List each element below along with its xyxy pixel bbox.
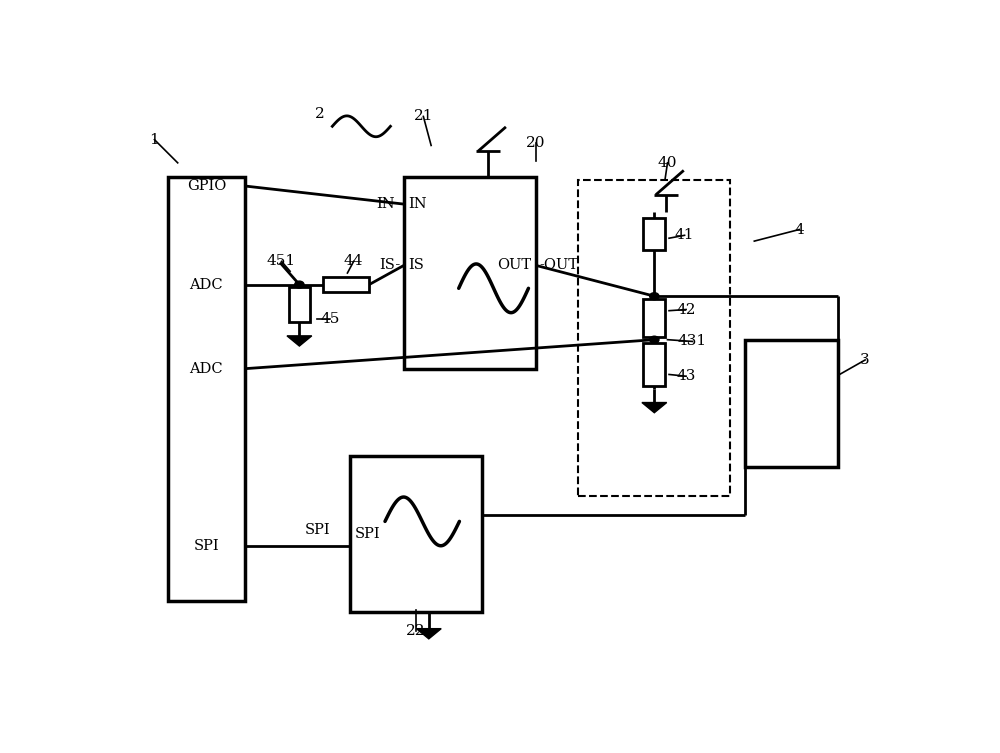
Circle shape (650, 336, 659, 343)
Text: 20: 20 (526, 136, 546, 150)
Bar (350, 456, 482, 612)
Text: IN-: IN- (377, 197, 400, 211)
Text: 2: 2 (315, 107, 325, 120)
Bar (643, 299, 665, 337)
Text: IN: IN (409, 197, 427, 211)
Text: ADC: ADC (190, 278, 223, 291)
Text: 22: 22 (406, 623, 425, 638)
Text: ADC: ADC (190, 361, 223, 376)
Bar (643, 218, 665, 250)
Text: 44: 44 (344, 255, 363, 268)
Circle shape (650, 293, 659, 300)
Bar (745, 340, 838, 467)
Polygon shape (642, 403, 667, 413)
Text: 45: 45 (321, 312, 340, 326)
Text: 41: 41 (675, 228, 694, 242)
Polygon shape (416, 629, 441, 639)
Text: 1: 1 (150, 133, 159, 147)
Bar (643, 343, 665, 386)
Text: 42: 42 (676, 303, 696, 316)
Bar (404, 178, 536, 369)
Text: -OUT: -OUT (540, 258, 579, 273)
Text: SPI: SPI (194, 538, 219, 553)
Text: 4: 4 (794, 223, 804, 236)
Circle shape (295, 281, 304, 288)
Text: 40: 40 (658, 156, 677, 170)
Text: SPI: SPI (354, 527, 380, 541)
Text: GPIO: GPIO (187, 179, 226, 193)
Polygon shape (287, 336, 312, 346)
Text: 43: 43 (676, 369, 696, 383)
Text: 3: 3 (860, 353, 870, 367)
Bar (289, 288, 310, 322)
Bar (323, 277, 369, 292)
Text: 21: 21 (414, 109, 433, 123)
Text: 431: 431 (678, 334, 707, 349)
Text: SPI: SPI (304, 523, 330, 537)
Bar (578, 180, 730, 496)
Text: OUT: OUT (497, 258, 531, 273)
Text: 451: 451 (267, 255, 296, 268)
Bar (168, 178, 245, 601)
Text: IS: IS (409, 258, 425, 273)
Text: IS-: IS- (379, 258, 400, 273)
